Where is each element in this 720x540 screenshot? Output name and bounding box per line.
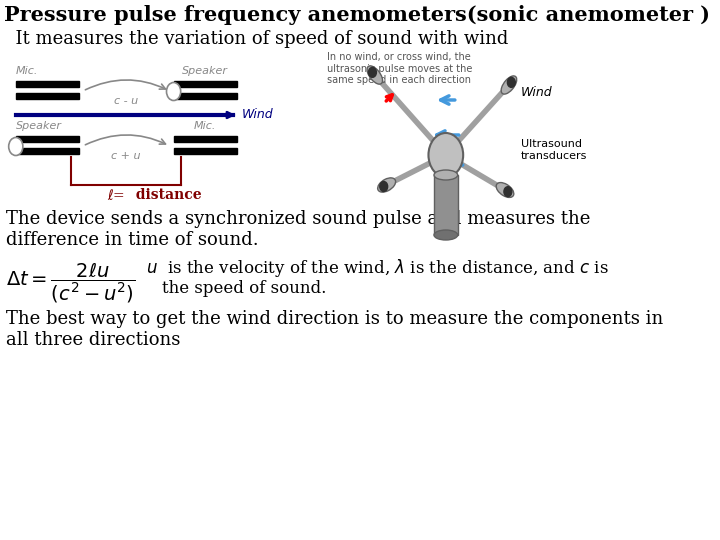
Bar — [174, 81, 237, 87]
Bar — [174, 148, 237, 154]
Circle shape — [379, 181, 387, 192]
Bar — [16, 136, 79, 142]
Text: In no wind, or cross wind, the
ultrasonic pulse moves at the
same speed in each : In no wind, or cross wind, the ultrasoni… — [328, 52, 473, 85]
Bar — [174, 136, 237, 142]
Text: Ultrasound
transducers: Ultrasound transducers — [521, 139, 587, 161]
Text: Wind: Wind — [241, 109, 273, 122]
Bar — [16, 93, 79, 99]
Text: the speed of sound.: the speed of sound. — [162, 280, 326, 297]
Circle shape — [504, 187, 512, 197]
Text: It measures the variation of speed of sound with wind: It measures the variation of speed of so… — [4, 30, 508, 48]
Text: Speaker: Speaker — [181, 66, 228, 76]
Circle shape — [369, 68, 377, 77]
Bar — [434, 175, 458, 235]
Text: c - u: c - u — [114, 96, 138, 106]
Text: The device sends a synchronized sound pulse and measures the
difference in time : The device sends a synchronized sound pu… — [6, 210, 590, 249]
Text: distance: distance — [126, 188, 202, 202]
Ellipse shape — [367, 66, 382, 84]
Ellipse shape — [434, 170, 458, 180]
Text: The best way to get the wind direction is to measure the components in
all three: The best way to get the wind direction i… — [6, 310, 664, 349]
Text: c + u: c + u — [112, 151, 141, 161]
Ellipse shape — [378, 178, 395, 192]
Circle shape — [166, 83, 181, 100]
Ellipse shape — [501, 76, 517, 94]
Text: Pressure pulse frequency anemometers(sonic anemometer ): Pressure pulse frequency anemometers(son… — [4, 5, 710, 25]
Circle shape — [508, 77, 516, 87]
Ellipse shape — [434, 230, 458, 240]
Text: $u$  is the velocity of the wind, $\lambda$ is the distance, and $c$ is: $u$ is the velocity of the wind, $\lambd… — [146, 257, 609, 279]
Ellipse shape — [496, 183, 514, 198]
Text: Speaker: Speaker — [16, 121, 62, 131]
Circle shape — [428, 133, 463, 177]
Bar — [16, 148, 79, 154]
Circle shape — [9, 138, 23, 156]
Text: $\Delta t = \dfrac{2\ell u}{(c^2 - u^2)}$: $\Delta t = \dfrac{2\ell u}{(c^2 - u^2)}… — [6, 260, 136, 305]
Bar — [16, 81, 79, 87]
Text: Wind: Wind — [521, 86, 552, 99]
Bar — [174, 93, 237, 99]
Text: Mic.: Mic. — [194, 121, 216, 131]
Text: Mic.: Mic. — [16, 66, 38, 76]
Text: $\ell$=: $\ell$= — [107, 188, 126, 203]
